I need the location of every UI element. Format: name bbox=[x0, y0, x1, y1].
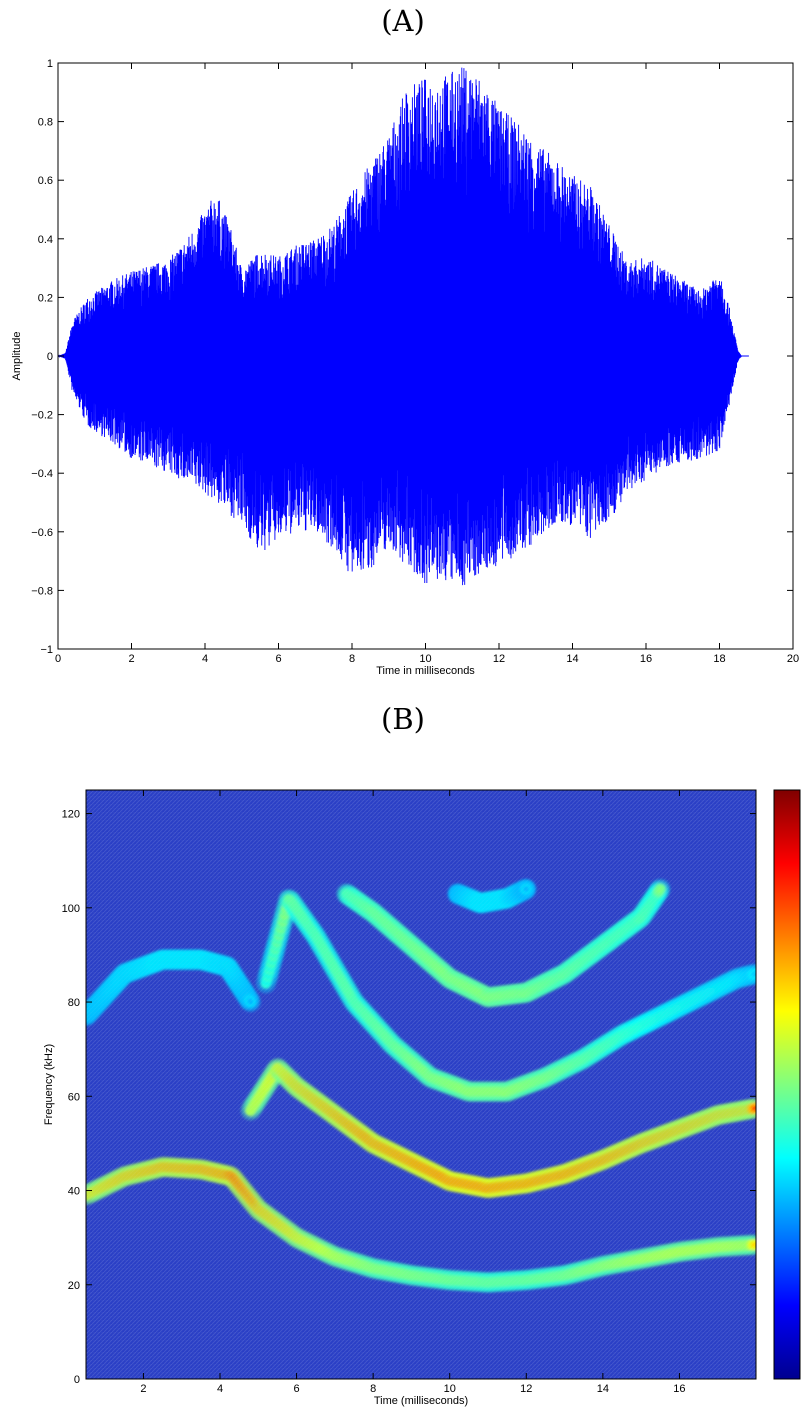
chart-a-x-tick-label: 8 bbox=[349, 653, 355, 665]
chart-a-waveform: 0 2 4 6 8 10 12 14 16 18 20 −1 −0.8 −0.6 −0.4 −0.2 0 0.2 0… bbox=[11, 58, 799, 677]
chart-a-y-tick-label: 0.4 bbox=[38, 234, 53, 246]
chart-b-y-axis-label: Frequency (kHz) bbox=[43, 1044, 55, 1125]
panel-b-label: (B) bbox=[381, 702, 425, 736]
chart-a-y-axis-label: Amplitude bbox=[11, 332, 23, 381]
chart-b-y-tick-label: 40 bbox=[68, 1186, 80, 1198]
chart-a-y-tick-label: −0.4 bbox=[31, 468, 53, 480]
chart-b-y-tick-label: 100 bbox=[62, 903, 80, 915]
chart-b-x-tick-label: 4 bbox=[217, 1383, 223, 1395]
chart-a-axes: 0 2 4 6 8 10 12 14 16 18 20 −1 −0.8 −0.6 −0.4 −0.2 0 0.2 0… bbox=[31, 58, 799, 665]
chart-b-x-tick-label: 10 bbox=[444, 1383, 456, 1395]
chart-a-x-tick-label: 4 bbox=[202, 653, 208, 665]
chart-b-frame bbox=[85, 789, 757, 1380]
chart-b-axes: 2 4 6 8 10 12 14 16 0 20 40 60 80 100 120 bbox=[62, 789, 757, 1395]
chart-b-x-tick-label: 6 bbox=[294, 1383, 300, 1395]
panel-a-label: (A) bbox=[381, 4, 425, 38]
chart-b-x-tick-label: 2 bbox=[140, 1383, 146, 1395]
chart-a-y-tick-label: −0.6 bbox=[31, 527, 53, 539]
chart-b-x-tick-label: 14 bbox=[597, 1383, 609, 1395]
chart-a-y-tick-label: −0.8 bbox=[31, 585, 53, 597]
chart-a-y-tick-label: −0.2 bbox=[31, 410, 53, 422]
chart-b-y-tick-label: 0 bbox=[74, 1374, 80, 1386]
chart-b-y-tick-label: 20 bbox=[68, 1280, 80, 1292]
waveform-series-line bbox=[57, 67, 749, 586]
chart-a-y-tick-label: −1 bbox=[40, 644, 53, 656]
chart-a-x-tick-label: 0 bbox=[55, 653, 61, 665]
chart-b-x-axis-label: Time (milliseconds) bbox=[374, 1395, 468, 1407]
chart-a-x-tick-label: 14 bbox=[566, 653, 578, 665]
chart-b-y-tick-label: 120 bbox=[62, 809, 80, 821]
chart-a-plot-area bbox=[57, 67, 749, 586]
chart-a-x-tick-label: 12 bbox=[493, 653, 505, 665]
chart-a-x-tick-label: 16 bbox=[640, 653, 652, 665]
chart-b-spectrogram: 2 4 6 8 10 12 14 16 0 20 40 60 80 100 120 Time (millis… bbox=[43, 789, 801, 1407]
chart-b-y-tick-label: 80 bbox=[68, 997, 80, 1009]
chart-a-y-tick-label: 1 bbox=[47, 58, 53, 70]
chart-a-y-tick-label: 0 bbox=[47, 351, 53, 363]
chart-a-x-tick-label: 6 bbox=[275, 653, 281, 665]
colorbar bbox=[773, 789, 801, 1380]
chart-a-x-axis-label: Time in milliseconds bbox=[376, 665, 475, 677]
chart-b-y-tick-label: 60 bbox=[68, 1091, 80, 1103]
chart-b-x-tick-label: 8 bbox=[370, 1383, 376, 1395]
chart-a-x-tick-label: 20 bbox=[787, 653, 799, 665]
chart-b-x-tick-label: 16 bbox=[673, 1383, 685, 1395]
chart-a-y-tick-label: 0.8 bbox=[38, 117, 53, 129]
chart-a-y-tick-label: 0.2 bbox=[38, 292, 53, 304]
chart-a-y-tick-label: 0.6 bbox=[38, 175, 53, 187]
chart-b-x-tick-label: 12 bbox=[520, 1383, 532, 1395]
chart-b-plot-area bbox=[86, 790, 756, 1379]
chart-a-x-tick-label: 18 bbox=[713, 653, 725, 665]
chart-a-x-tick-label: 2 bbox=[128, 653, 134, 665]
chart-a-x-tick-label: 10 bbox=[419, 653, 431, 665]
